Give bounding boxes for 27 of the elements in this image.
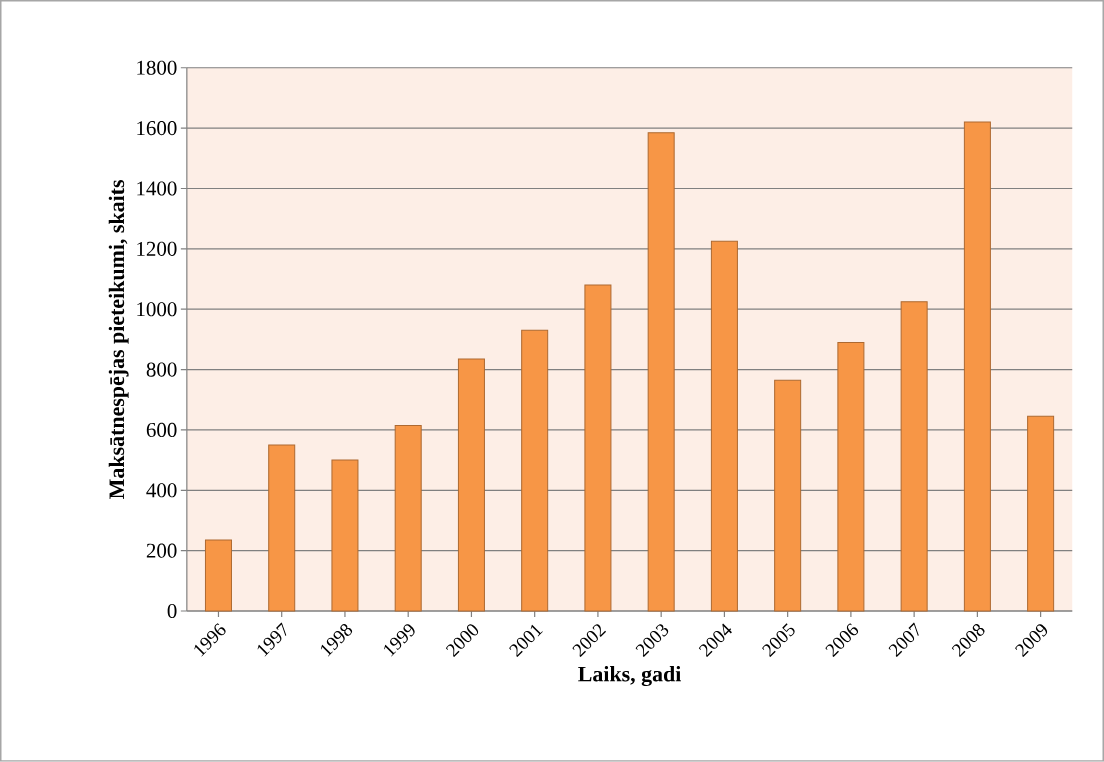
y-tick-label: 0 — [167, 604, 177, 619]
y-tick-label: 600 — [146, 422, 177, 438]
y-tick-label: 400 — [146, 483, 177, 498]
bar — [837, 341, 865, 612]
y-axis-title: Maksātnespējas pieteikumi, skaits — [108, 180, 129, 499]
bar — [774, 379, 802, 612]
y-tick-label: 1000 — [137, 302, 177, 317]
y-tick-label: 1600 — [137, 121, 177, 136]
bar — [647, 132, 675, 612]
x-tick-label: 2001 — [509, 624, 543, 658]
bar — [900, 301, 928, 612]
bar — [1027, 415, 1055, 612]
bar — [584, 284, 612, 612]
bar — [394, 424, 422, 612]
y-tick-label: 1800 — [137, 60, 177, 75]
bar — [521, 329, 549, 612]
bar — [710, 240, 738, 612]
bar — [331, 459, 359, 612]
y-tick-label: 800 — [146, 362, 177, 377]
bar — [457, 358, 485, 612]
bar — [963, 121, 991, 612]
y-tick-label: 1400 — [137, 181, 177, 196]
bar — [268, 444, 296, 612]
y-tick-label: 1200 — [137, 241, 177, 256]
bar — [204, 539, 232, 612]
x-axis-title: Laiks, gadi — [578, 666, 682, 687]
y-tick-label: 200 — [146, 543, 177, 558]
